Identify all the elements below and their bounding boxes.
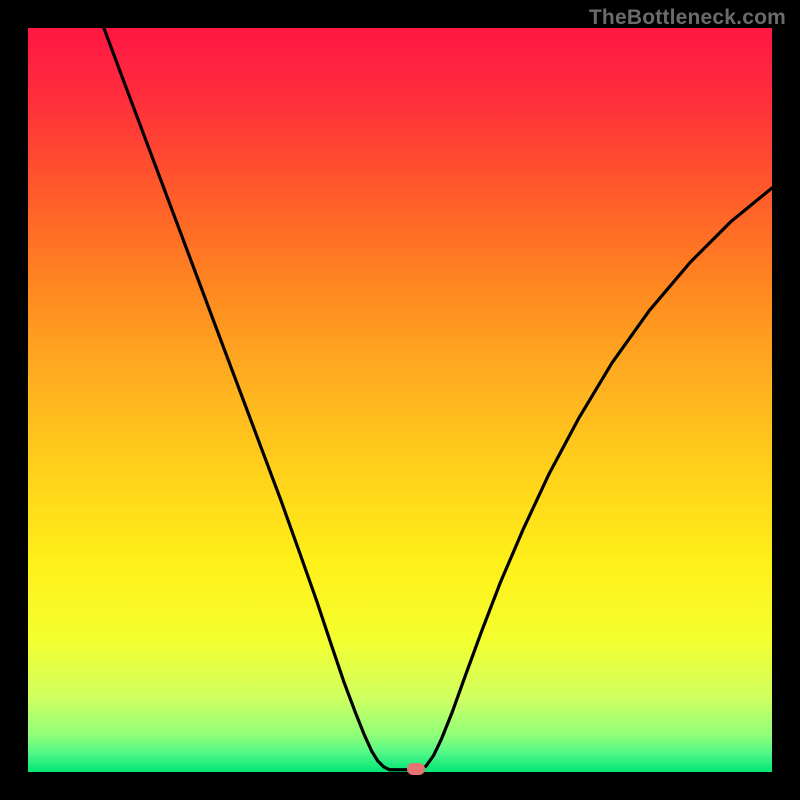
canvas: TheBottleneck.com	[0, 0, 800, 800]
minimum-marker	[407, 763, 425, 775]
watermark-text: TheBottleneck.com	[589, 6, 786, 30]
bottleneck-curve	[104, 28, 772, 770]
plot-area	[28, 28, 772, 772]
curve-svg	[28, 28, 772, 772]
